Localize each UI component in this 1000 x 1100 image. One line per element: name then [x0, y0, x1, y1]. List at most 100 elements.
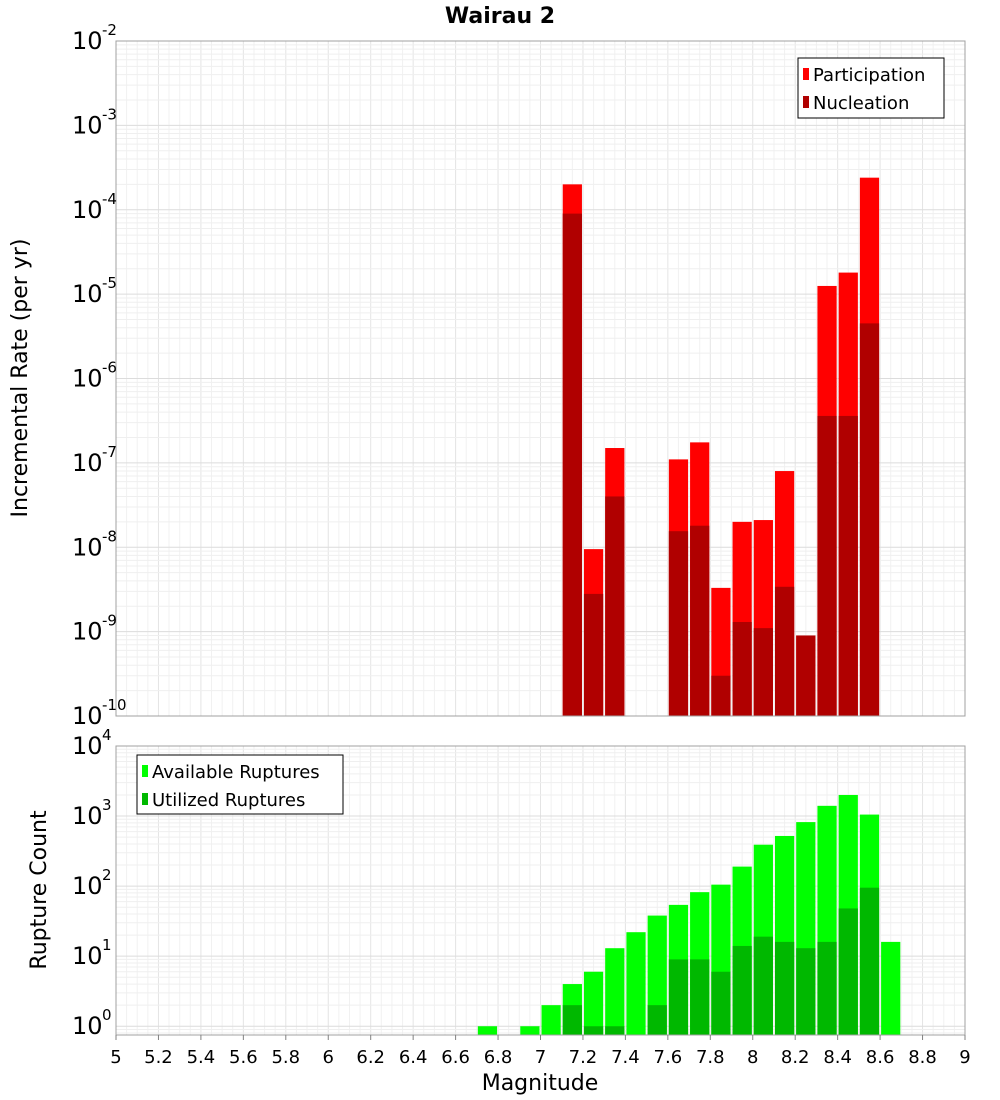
y-tick-exponent: -2 [102, 21, 117, 39]
y-tick-exponent: -5 [102, 274, 117, 292]
x-tick-label: 6.4 [399, 1047, 428, 1068]
y-tick-exponent: -8 [102, 527, 117, 545]
bar-utilized-ruptures [690, 959, 710, 1035]
x-tick-label: 7.6 [654, 1047, 683, 1068]
rate-y-axis-label: Incremental Rate (per yr) [8, 239, 33, 518]
bar-nucleation [605, 496, 625, 716]
x-tick-label: 5.2 [144, 1047, 173, 1068]
x-tick-label: 6 [323, 1047, 334, 1068]
bar-nucleation [583, 593, 604, 716]
legend-label: Available Ruptures [152, 762, 320, 783]
bar-available-ruptures [605, 948, 625, 1035]
bar-nucleation [753, 628, 773, 716]
y-tick-label: 10 [72, 111, 103, 139]
legend-swatch [142, 793, 148, 805]
bar-nucleation [859, 323, 880, 716]
y-tick-exponent: -4 [102, 190, 117, 208]
bar-utilized-ruptures [732, 945, 752, 1035]
x-tick-label: 8 [747, 1047, 758, 1068]
y-tick-exponent: -3 [102, 105, 117, 123]
rate-plot-frame [115, 40, 966, 717]
bar-available-ruptures [477, 1026, 498, 1035]
x-tick-label: 7.2 [569, 1047, 598, 1068]
x-tick-label: 6.6 [441, 1047, 470, 1068]
y-tick-exponent: -10 [102, 696, 127, 714]
x-tick-label: 7.4 [611, 1047, 640, 1068]
bar-nucleation [817, 415, 837, 716]
y-tick-exponent: 3 [102, 796, 112, 814]
x-tick-label: 8.2 [781, 1047, 810, 1068]
chart-title: Wairau 2 [445, 4, 555, 29]
bar-utilized-ruptures [711, 971, 731, 1035]
legend-box [797, 57, 945, 119]
y-tick-exponent: -6 [102, 359, 117, 377]
x-tick-label: 5.4 [187, 1047, 216, 1068]
y-tick-label: 10 [72, 365, 103, 393]
bar-utilized-ruptures [583, 1026, 604, 1035]
bar-utilized-ruptures [774, 941, 795, 1035]
x-ticks: 5 5.2 5.4 5.6 5.8 6 6.2 6.4 6.6 6.8 7 7.2 7.4 7.6 7.8 8… [110, 1035, 971, 1068]
y-tick-label: 10 [72, 449, 103, 477]
y-tick-exponent: -9 [102, 612, 117, 630]
x-tick-label: 6.8 [484, 1047, 513, 1068]
legend-label: Utilized Ruptures [152, 790, 305, 811]
bar-utilized-ruptures [753, 936, 773, 1035]
bar-utilized-ruptures [838, 908, 858, 1035]
y-tick-exponent: 1 [102, 936, 112, 954]
bar-available-ruptures [626, 932, 646, 1035]
y-tick-exponent: 4 [102, 726, 112, 744]
bar-nucleation [562, 213, 582, 717]
x-axis-label: Magnitude [482, 1071, 599, 1096]
bar-nucleation [690, 525, 710, 716]
bar-nucleation [711, 675, 731, 716]
bar-utilized-ruptures [796, 948, 816, 1035]
rate-plot-bars [562, 177, 880, 717]
rate-legend: Participation Nucleation [797, 57, 945, 119]
rate-plot: 10-210-310-410-510-610-710-810-910-10 In… [8, 21, 966, 730]
legend-swatch [803, 68, 809, 80]
bar-utilized-ruptures [605, 1026, 625, 1035]
bar-available-ruptures [541, 1005, 561, 1035]
y-tick-exponent: -7 [102, 443, 117, 461]
x-tick-label: 5.6 [229, 1047, 258, 1068]
bar-utilized-ruptures [562, 1005, 582, 1035]
bar-available-ruptures [583, 971, 604, 1035]
bar-nucleation [838, 415, 858, 716]
y-tick-label: 10 [72, 732, 103, 760]
rate-y-ticks: 10-210-310-410-510-610-710-810-910-10 [72, 21, 127, 730]
y-tick-label: 10 [72, 618, 103, 646]
legend-label: Participation [813, 65, 925, 86]
x-tick-label: 7.8 [696, 1047, 725, 1068]
y-tick-label: 10 [72, 280, 103, 308]
legend-swatch [142, 765, 148, 777]
y-tick-label: 10 [72, 942, 103, 970]
bar-utilized-ruptures [859, 887, 880, 1035]
x-tick-label: 8.4 [823, 1047, 852, 1068]
y-tick-label: 10 [72, 196, 103, 224]
y-tick-label: 10 [72, 533, 103, 561]
x-tick-label: 6.2 [356, 1047, 385, 1068]
count-plot-bars [477, 794, 901, 1035]
legend-swatch [803, 96, 809, 108]
count-legend: Available Ruptures Utilized Ruptures [136, 754, 344, 815]
x-tick-label: 7 [535, 1047, 546, 1068]
y-tick-label: 10 [72, 872, 103, 900]
x-tick-label: 9 [959, 1047, 970, 1068]
bar-utilized-ruptures [668, 959, 689, 1035]
rate-plot-grid [115, 40, 966, 717]
bar-utilized-ruptures [647, 1005, 667, 1035]
y-tick-label: 10 [72, 802, 103, 830]
legend-label: Nucleation [813, 93, 909, 114]
bar-available-ruptures [520, 1026, 540, 1035]
y-tick-label: 10 [72, 702, 103, 730]
x-tick-label: 8.8 [908, 1047, 937, 1068]
bar-utilized-ruptures [817, 941, 837, 1035]
x-tick-label: 5.8 [271, 1047, 300, 1068]
x-tick-label: 5 [110, 1047, 121, 1068]
bar-available-ruptures [647, 915, 667, 1035]
bar-nucleation [732, 622, 752, 716]
bar-nucleation [796, 635, 816, 716]
y-tick-exponent: 0 [102, 1006, 112, 1024]
y-tick-exponent: 2 [102, 866, 112, 884]
